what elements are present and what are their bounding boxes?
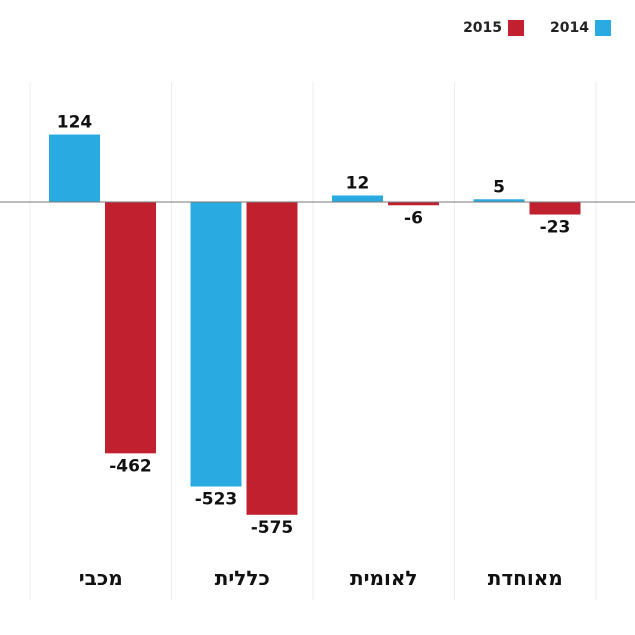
legend-label-2015: 2015	[463, 20, 503, 36]
bar-2015-3	[529, 202, 581, 215]
bar-2015-1	[246, 202, 298, 515]
bar-2014-1	[190, 202, 242, 487]
category-label-2: לאומית	[350, 566, 418, 590]
category-label-1: כללית	[215, 566, 270, 590]
value-label-2015-2: -6	[404, 208, 423, 228]
legend-label-2014: 2014	[550, 20, 589, 36]
value-label-2014-3: 5	[493, 177, 505, 197]
bar-2014-0	[49, 134, 100, 202]
bar-2014-3	[473, 199, 525, 202]
value-label-2014-1: -523	[195, 490, 238, 510]
legend-item-2015: 2015	[463, 20, 525, 36]
legend-item-2014: 2014	[550, 20, 611, 36]
category-label-0: מכבי	[79, 566, 123, 590]
value-label-2015-1: -575	[251, 518, 294, 538]
value-label-2014-0: 124	[57, 113, 93, 133]
legend-swatch-2014	[595, 20, 611, 36]
value-label-2014-2: 12	[346, 173, 370, 193]
legend-swatch-2015	[508, 20, 525, 36]
value-label-2015-0: -462	[109, 456, 152, 476]
value-label-2015-3: -23	[540, 218, 571, 238]
category-label-3: מאוחדת	[488, 566, 563, 590]
legend: 2015 2014	[463, 20, 611, 36]
bar-2015-0	[105, 202, 156, 454]
bar-2014-2	[332, 195, 383, 202]
bar-2015-2	[388, 202, 439, 206]
